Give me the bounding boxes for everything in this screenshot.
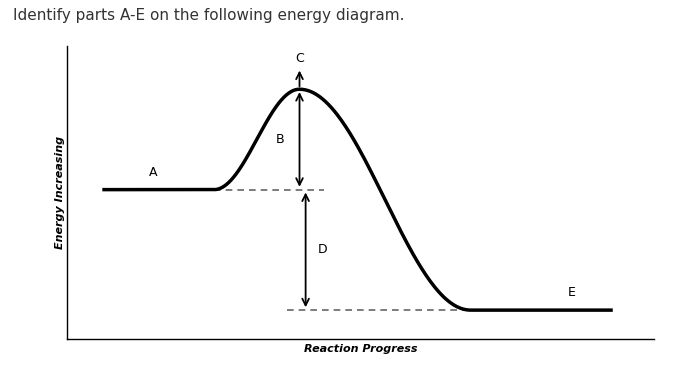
Y-axis label: Energy Increasing: Energy Increasing	[55, 136, 65, 249]
Text: Identify parts A-E on the following energy diagram.: Identify parts A-E on the following ener…	[13, 8, 405, 23]
Text: C: C	[295, 52, 304, 65]
Text: E: E	[568, 286, 575, 300]
Text: D: D	[318, 243, 328, 256]
X-axis label: Reaction Progress: Reaction Progress	[304, 344, 417, 354]
Text: A: A	[149, 166, 157, 179]
Text: B: B	[276, 133, 284, 146]
